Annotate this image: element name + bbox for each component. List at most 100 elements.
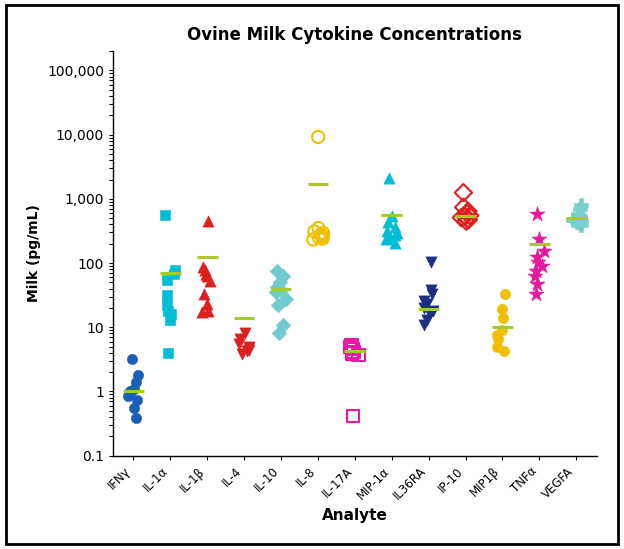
- Point: [532, 279, 542, 288]
- X-axis label: Analyte: Analyte: [322, 508, 388, 523]
- Point: [390, 231, 400, 239]
- Point: [575, 220, 585, 229]
- Title: Ovine Milk Cytokine Concentrations: Ovine Milk Cytokine Concentrations: [187, 26, 522, 44]
- Point: [381, 235, 391, 244]
- Point: [271, 288, 281, 296]
- Point: [353, 351, 363, 360]
- Point: [387, 211, 397, 220]
- Point: [422, 300, 432, 309]
- Point: [237, 350, 247, 358]
- Point: [383, 233, 393, 242]
- Point: [390, 222, 400, 231]
- Point: [170, 266, 180, 274]
- Point: [162, 290, 172, 299]
- Point: [498, 313, 508, 322]
- Point: [318, 234, 328, 243]
- Point: [202, 272, 212, 281]
- Point: [198, 262, 208, 271]
- Point: [203, 216, 213, 225]
- Point: [493, 335, 503, 344]
- Point: [276, 285, 286, 294]
- Point: [459, 203, 469, 211]
- Point: [318, 231, 328, 240]
- Point: [427, 306, 437, 315]
- Point: [310, 227, 319, 236]
- Point: [427, 289, 437, 298]
- Point: [125, 387, 135, 396]
- Point: [348, 411, 358, 420]
- Point: [419, 296, 429, 305]
- Y-axis label: Milk (pg/mL): Milk (pg/mL): [27, 204, 41, 302]
- Point: [127, 355, 137, 363]
- Point: [240, 329, 250, 338]
- Point: [575, 205, 585, 214]
- Point: [124, 391, 134, 400]
- Point: [316, 230, 326, 239]
- Point: [273, 301, 283, 310]
- Point: [162, 301, 172, 310]
- Point: [169, 270, 179, 278]
- Point: [348, 345, 358, 354]
- Point: [530, 289, 540, 298]
- Point: [425, 310, 435, 318]
- Point: [162, 276, 172, 284]
- Point: [461, 212, 470, 221]
- Point: [390, 239, 400, 248]
- Point: [130, 414, 140, 423]
- Point: [531, 267, 541, 276]
- Point: [131, 378, 141, 386]
- Point: [463, 207, 473, 216]
- Point: [463, 214, 473, 223]
- Point: [197, 308, 207, 317]
- Point: [244, 342, 254, 351]
- Point: [497, 305, 507, 314]
- Point: [199, 289, 209, 298]
- Point: [234, 339, 244, 348]
- Point: [132, 395, 142, 404]
- Point: [575, 216, 585, 225]
- Point: [459, 188, 469, 197]
- Point: [500, 289, 510, 298]
- Point: [499, 347, 509, 356]
- Point: [200, 266, 210, 274]
- Point: [163, 306, 173, 315]
- Point: [314, 233, 324, 242]
- Point: [575, 211, 585, 220]
- Point: [125, 389, 135, 397]
- Point: [573, 209, 583, 218]
- Point: [530, 272, 540, 281]
- Point: [426, 257, 436, 266]
- Point: [308, 235, 318, 244]
- Point: [313, 132, 323, 141]
- Point: [130, 404, 140, 412]
- Point: [134, 371, 144, 379]
- Point: [160, 211, 170, 220]
- Point: [568, 215, 578, 224]
- Point: [456, 213, 466, 222]
- Point: [426, 285, 436, 294]
- Point: [317, 232, 327, 241]
- Point: [349, 348, 359, 356]
- Point: [534, 234, 544, 243]
- Point: [129, 384, 139, 393]
- Point: [244, 345, 254, 354]
- Point: [419, 320, 429, 329]
- Point: [532, 210, 542, 219]
- Point: [461, 217, 471, 226]
- Point: [313, 224, 323, 233]
- Point: [534, 257, 544, 266]
- Point: [202, 300, 212, 309]
- Point: [383, 217, 392, 226]
- Point: [346, 340, 356, 349]
- Point: [318, 228, 328, 237]
- Point: [572, 217, 582, 226]
- Point: [492, 342, 502, 351]
- Point: [462, 209, 472, 218]
- Point: [575, 219, 585, 228]
- Point: [271, 267, 281, 276]
- Point: [497, 326, 507, 334]
- Point: [539, 247, 549, 255]
- Point: [422, 316, 432, 324]
- Point: [281, 294, 291, 303]
- Point: [275, 278, 285, 287]
